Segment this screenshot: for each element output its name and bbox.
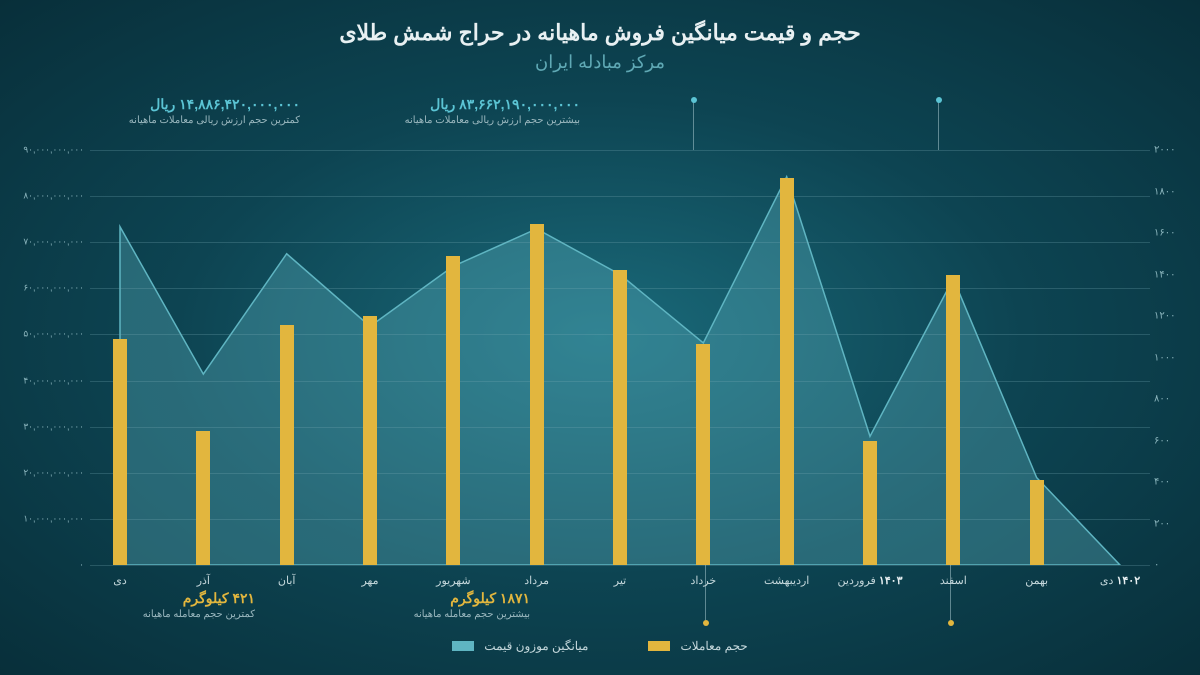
y-left-tick: ۲۰,۰۰۰,۰۰۰,۰۰۰: [12, 467, 84, 478]
callout-value: ۱۸۷۱ کیلوگرم: [414, 590, 530, 607]
callout-bot-min: ۴۲۱ کیلوگرم کمترین حجم معامله ماهیانه: [143, 590, 255, 620]
y-right-tick: ۲۰۰۰: [1154, 145, 1190, 156]
y-right-tick: ۱۲۰۰: [1154, 311, 1190, 322]
y-right-tick: ۲۰۰: [1154, 518, 1190, 529]
y-right-tick: ۱۶۰۰: [1154, 228, 1190, 239]
x-tick-label: آذر: [197, 574, 210, 587]
callout-label: کمترین حجم معامله ماهیانه: [143, 609, 255, 620]
bar: [530, 224, 544, 565]
callout-label: بیشترین حجم ارزش ریالی معاملات ماهیانه: [405, 115, 580, 126]
plot: ۰۱۰,۰۰۰,۰۰۰,۰۰۰۲۰,۰۰۰,۰۰۰,۰۰۰۳۰,۰۰۰,۰۰۰,…: [90, 150, 1150, 565]
y-right-tick: ۱۸۰۰: [1154, 186, 1190, 197]
x-tick-label: اسفند: [940, 574, 967, 587]
y-left-tick: ۴۰,۰۰۰,۰۰۰,۰۰۰: [12, 375, 84, 386]
bar: [1030, 480, 1044, 565]
x-tick-label: دی: [113, 574, 127, 587]
callout-top-max: ۸۳,۶۶۲,۱۹۰,۰۰۰,۰۰۰ ریال بیشترین حجم ارزش…: [405, 96, 580, 126]
bar: [363, 316, 377, 565]
y-right-tick: ۰: [1154, 560, 1190, 571]
y-left-tick: ۵۰,۰۰۰,۰۰۰,۰۰۰: [12, 329, 84, 340]
y-left-tick: ۱۰,۰۰۰,۰۰۰,۰۰۰: [12, 513, 84, 524]
legend-label: میانگین موزون قیمت: [484, 639, 588, 653]
bar: [863, 441, 877, 566]
y-left-tick: ۸۰,۰۰۰,۰۰۰,۰۰۰: [12, 191, 84, 202]
callout-value: ۸۳,۶۶۲,۱۹۰,۰۰۰,۰۰۰ ریال: [405, 96, 580, 113]
y-right-tick: ۱۴۰۰: [1154, 269, 1190, 280]
guide-line: [693, 100, 694, 150]
y-left-tick: ۳۰,۰۰۰,۰۰۰,۰۰۰: [12, 421, 84, 432]
legend-swatch-icon: [648, 641, 670, 651]
callout-label: کمترین حجم ارزش ریالی معاملات ماهیانه: [129, 115, 300, 126]
x-tick-label: ۱۴۰۲ دی: [1100, 574, 1140, 587]
guide-dot-icon: [948, 620, 954, 626]
chart-area: ۰۱۰,۰۰۰,۰۰۰,۰۰۰۲۰,۰۰۰,۰۰۰,۰۰۰۳۰,۰۰۰,۰۰۰,…: [90, 150, 1150, 565]
y-left-tick: ۶۰,۰۰۰,۰۰۰,۰۰۰: [12, 283, 84, 294]
bar: [446, 256, 460, 565]
y-right-tick: ۸۰۰: [1154, 394, 1190, 405]
x-tick-label: آبان: [278, 574, 296, 587]
grid-line: [90, 150, 1150, 151]
callout-label: بیشترین حجم معامله ماهیانه: [414, 609, 530, 620]
legend: حجم معاملات میانگین موزون قیمت: [0, 639, 1200, 653]
x-tick-label: خرداد: [690, 574, 716, 587]
bar: [196, 431, 210, 565]
callout-bot-max: ۱۸۷۱ کیلوگرم بیشترین حجم معامله ماهیانه: [414, 590, 530, 620]
x-tick-label: مرداد: [524, 574, 549, 587]
bar: [780, 178, 794, 565]
legend-item-bars: حجم معاملات: [648, 639, 747, 653]
bar: [696, 344, 710, 565]
x-tick-label: تیر: [614, 574, 626, 587]
legend-item-line: میانگین موزون قیمت: [452, 639, 588, 653]
x-tick-label: اردیبهشت: [764, 574, 809, 587]
legend-swatch-icon: [452, 641, 474, 651]
callout-value: ۴۲۱ کیلوگرم: [143, 590, 255, 607]
guide-line: [705, 565, 706, 620]
callout-value: ۱۴,۸۸۶,۴۲۰,۰۰۰,۰۰۰ ریال: [129, 96, 300, 113]
guide-dot-icon: [691, 97, 697, 103]
grid-line: [90, 242, 1150, 243]
grid-line: [90, 565, 1150, 566]
y-left-tick: ۰: [12, 560, 84, 571]
grid-line: [90, 196, 1150, 197]
guide-dot-icon: [936, 97, 942, 103]
x-tick-label: شهریور: [436, 574, 470, 587]
y-right-tick: ۴۰۰: [1154, 477, 1190, 488]
legend-label: حجم معاملات: [680, 639, 747, 653]
x-tick-label: مهر: [361, 574, 378, 587]
bar: [613, 270, 627, 565]
guide-dot-icon: [703, 620, 709, 626]
chart-title: حجم و قیمت میانگین فروش ماهیانه در حراج …: [0, 0, 1200, 46]
bar: [946, 275, 960, 566]
bar: [113, 339, 127, 565]
y-left-tick: ۹۰,۰۰۰,۰۰۰,۰۰۰: [12, 145, 84, 156]
callout-top-min: ۱۴,۸۸۶,۴۲۰,۰۰۰,۰۰۰ ریال کمترین حجم ارزش …: [129, 96, 300, 126]
guide-line: [950, 565, 951, 620]
y-right-tick: ۶۰۰: [1154, 435, 1190, 446]
chart-subtitle: مرکز مبادله ایران: [0, 46, 1200, 73]
guide-line: [938, 100, 939, 150]
bar: [280, 325, 294, 565]
x-tick-label: ۱۴۰۳ فروردین: [838, 574, 903, 587]
y-right-tick: ۱۰۰۰: [1154, 352, 1190, 363]
x-tick-label: بهمن: [1025, 574, 1048, 587]
y-left-tick: ۷۰,۰۰۰,۰۰۰,۰۰۰: [12, 237, 84, 248]
